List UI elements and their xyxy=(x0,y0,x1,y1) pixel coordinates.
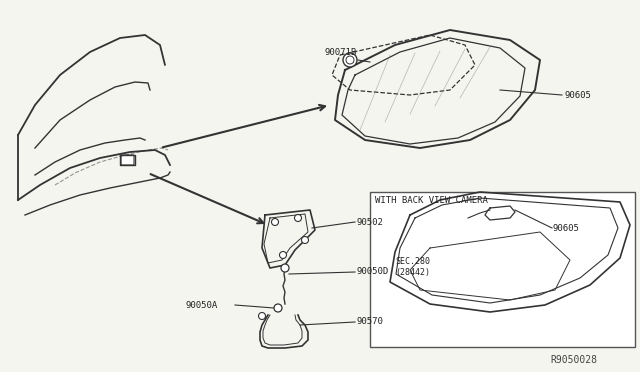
Text: 90605: 90605 xyxy=(553,224,580,232)
Text: 90071B: 90071B xyxy=(325,48,357,57)
Circle shape xyxy=(259,312,266,320)
Circle shape xyxy=(301,237,308,244)
Circle shape xyxy=(343,53,357,67)
Circle shape xyxy=(346,56,354,64)
Circle shape xyxy=(281,264,289,272)
Text: R9050028: R9050028 xyxy=(550,355,597,365)
Text: (28442): (28442) xyxy=(395,267,430,276)
Text: 90605: 90605 xyxy=(565,90,592,99)
Text: 90050D: 90050D xyxy=(357,267,389,276)
Circle shape xyxy=(280,251,287,259)
FancyBboxPatch shape xyxy=(370,192,635,347)
Polygon shape xyxy=(410,232,570,300)
Text: WITH BACK VIEW CAMERA: WITH BACK VIEW CAMERA xyxy=(375,196,488,205)
Text: 90502: 90502 xyxy=(357,218,384,227)
Circle shape xyxy=(271,218,278,225)
Text: 90050A: 90050A xyxy=(185,301,217,310)
FancyBboxPatch shape xyxy=(121,155,134,165)
Circle shape xyxy=(274,304,282,312)
Circle shape xyxy=(294,215,301,221)
Text: 90570: 90570 xyxy=(357,317,384,327)
Text: SEC.280: SEC.280 xyxy=(395,257,430,266)
